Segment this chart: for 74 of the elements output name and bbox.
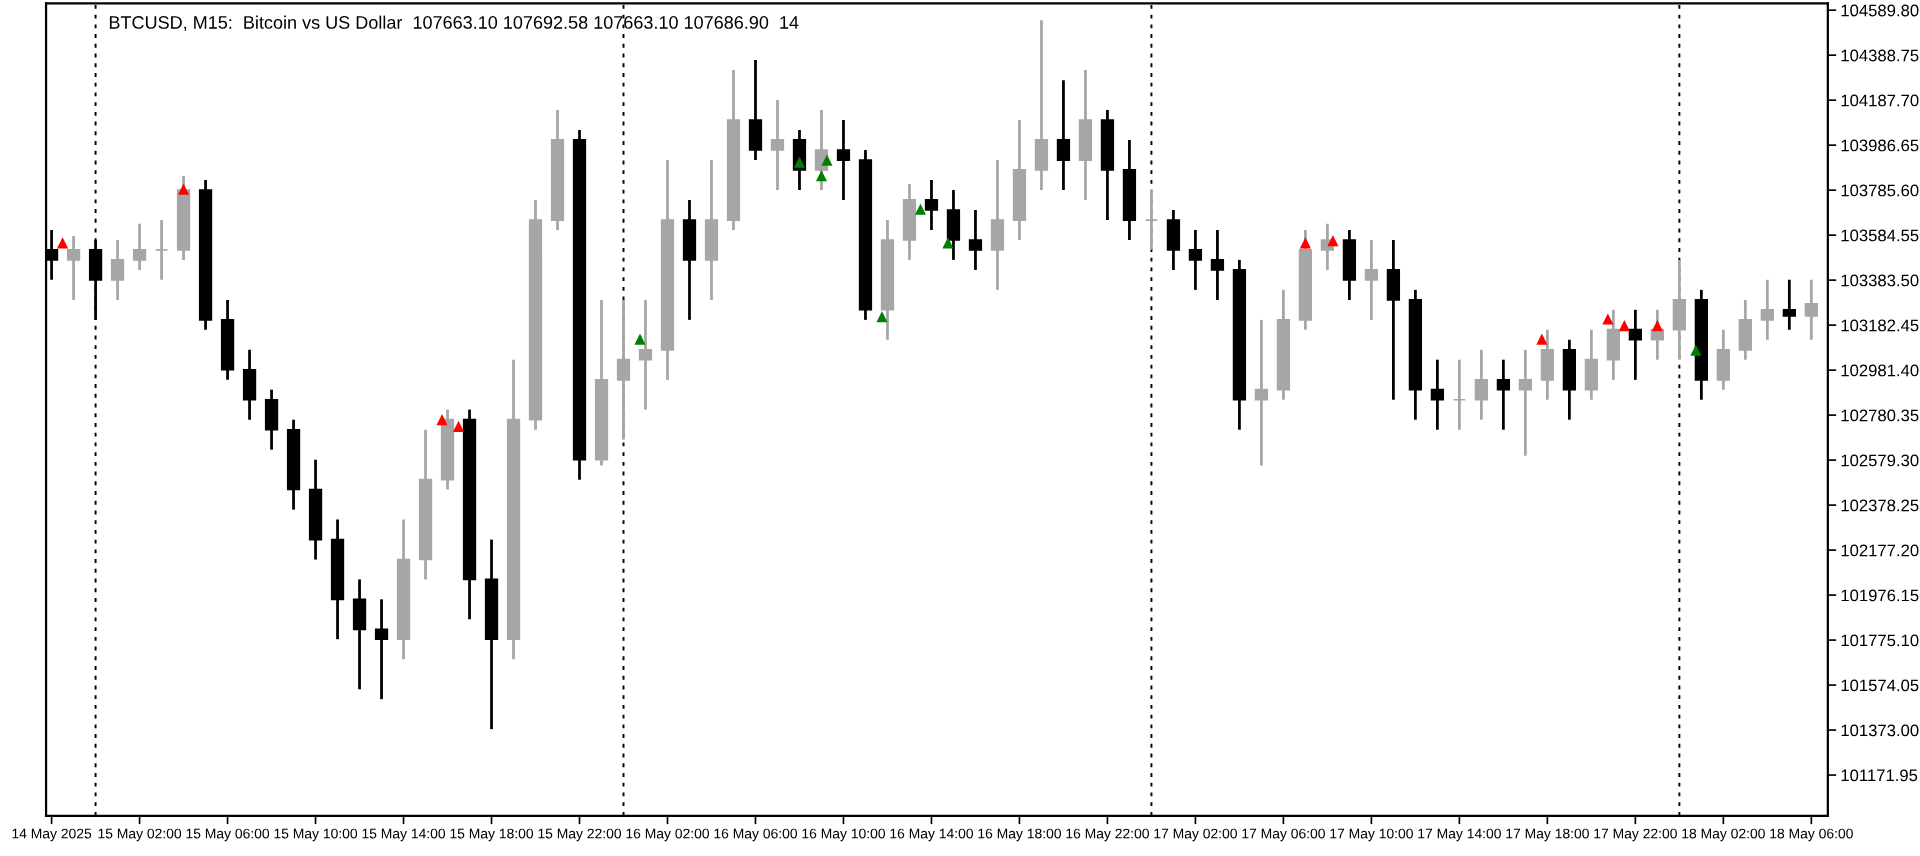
point — [942, 237, 954, 249]
point — [178, 183, 190, 195]
candlestick — [1386, 238, 1401, 402]
candlestick — [1078, 68, 1093, 202]
candlestick — [132, 222, 147, 272]
candlestick — [770, 98, 785, 192]
candlestick — [1760, 278, 1774, 342]
y-tick-label: 103383.50 — [1841, 274, 1919, 287]
point — [876, 311, 888, 323]
y-tick-label: 102177.20 — [1841, 544, 1919, 557]
candlestick — [1188, 228, 1203, 292]
point — [1602, 313, 1614, 325]
candlestick — [1452, 358, 1467, 432]
candlestick — [154, 218, 169, 282]
point — [914, 203, 927, 215]
y-tick-label: 102981.40 — [1841, 364, 1919, 377]
candlestick — [1166, 208, 1181, 272]
point — [1536, 333, 1548, 345]
y-tick-label: 103986.65 — [1841, 139, 1919, 152]
candlestick — [1034, 18, 1049, 192]
candlestick — [990, 158, 1005, 292]
candlestick — [242, 348, 257, 422]
candlestick — [836, 118, 851, 202]
candlestick — [1672, 258, 1687, 362]
candlestick — [1782, 278, 1796, 332]
candlestick — [748, 58, 763, 162]
y-tick-label: 102579.30 — [1841, 454, 1919, 467]
text: BTCUSD, M15: Bitcoin vs US Dollar 107663.10 107692.58 107663.10 107686.90 14 — [109, 15, 799, 31]
y-tick-label: 104589.80 — [1841, 4, 1919, 17]
y-tick-label: 104388.75 — [1841, 49, 1919, 62]
point — [1690, 344, 1702, 356]
candlestick — [1496, 358, 1511, 432]
candlestick — [968, 208, 983, 272]
candlestick — [1144, 188, 1159, 252]
point — [793, 156, 806, 168]
y-tick-label: 101976.15 — [1841, 589, 1919, 602]
point — [1651, 320, 1663, 332]
candlestick — [1254, 318, 1269, 467]
candlestick — [1430, 358, 1445, 432]
y-tick-label: 104187.70 — [1841, 94, 1919, 107]
y-tick-label: 103584.55 — [1841, 229, 1919, 242]
candlestick — [374, 597, 389, 701]
candlestick — [1342, 228, 1357, 302]
candlestick — [110, 238, 125, 302]
point — [452, 420, 465, 432]
candlestick — [616, 298, 631, 441]
candlestick — [352, 578, 367, 691]
candlestick — [1804, 278, 1818, 342]
point — [1327, 235, 1339, 247]
candlestick — [1210, 228, 1225, 302]
candlestick — [682, 198, 697, 322]
point — [57, 237, 69, 249]
candlestick — [264, 388, 279, 452]
point — [436, 414, 448, 426]
candlestick — [1056, 78, 1071, 192]
point — [1618, 320, 1630, 332]
point — [634, 333, 646, 345]
y-tick-label: 101373.00 — [1841, 724, 1919, 737]
y-tick-label: 101775.10 — [1841, 634, 1919, 647]
y-tick-label: 103182.45 — [1841, 319, 1919, 332]
candlestick — [1518, 348, 1533, 458]
candlestick — [704, 158, 719, 302]
y-tick-label: 101574.05 — [1841, 679, 1919, 692]
candlestick — [1584, 328, 1599, 402]
candlestick — [1716, 328, 1730, 392]
y-tick-label: 101171.95 — [1841, 769, 1918, 782]
point — [815, 170, 828, 182]
candlestick — [1364, 238, 1379, 322]
candlestick — [1738, 298, 1752, 362]
y-tick-label: 103785.60 — [1841, 184, 1919, 197]
candlestick — [1474, 348, 1489, 422]
y-tick-label: 102378.25 — [1841, 499, 1919, 512]
candlestick — [1562, 338, 1577, 422]
y-tick-label: 102780.35 — [1841, 409, 1919, 422]
